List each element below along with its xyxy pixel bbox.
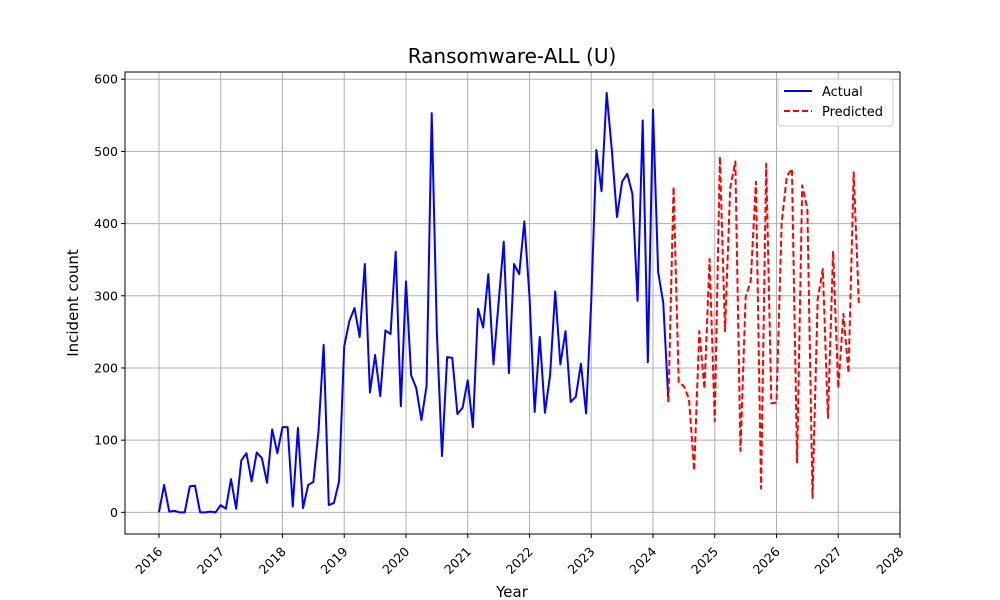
y-tick-label: 300 (94, 288, 118, 303)
y-tick-label: 200 (94, 360, 118, 375)
y-tick-label: 400 (94, 216, 118, 231)
series-layer (157, 91, 860, 514)
series-line-actual (157, 91, 670, 514)
y-axis-title: Incident count (64, 249, 82, 357)
legend-label-predicted: Predicted (822, 105, 883, 120)
y-tick-label: 500 (94, 144, 118, 159)
y-tick-label: 100 (94, 433, 118, 448)
series-line-predicted (667, 155, 860, 499)
legend: Actual Predicted (777, 78, 894, 127)
plot-frame (124, 71, 901, 535)
x-axis-title: Year (495, 583, 529, 600)
legend-label-actual: Actual (822, 85, 863, 100)
y-axis: 0 100 200 300 400 500 600 (94, 72, 125, 520)
chart-title: Ransomware-ALL (U) (408, 44, 617, 68)
y-tick-label: 0 (110, 505, 118, 520)
y-tick-label: 600 (94, 72, 118, 87)
